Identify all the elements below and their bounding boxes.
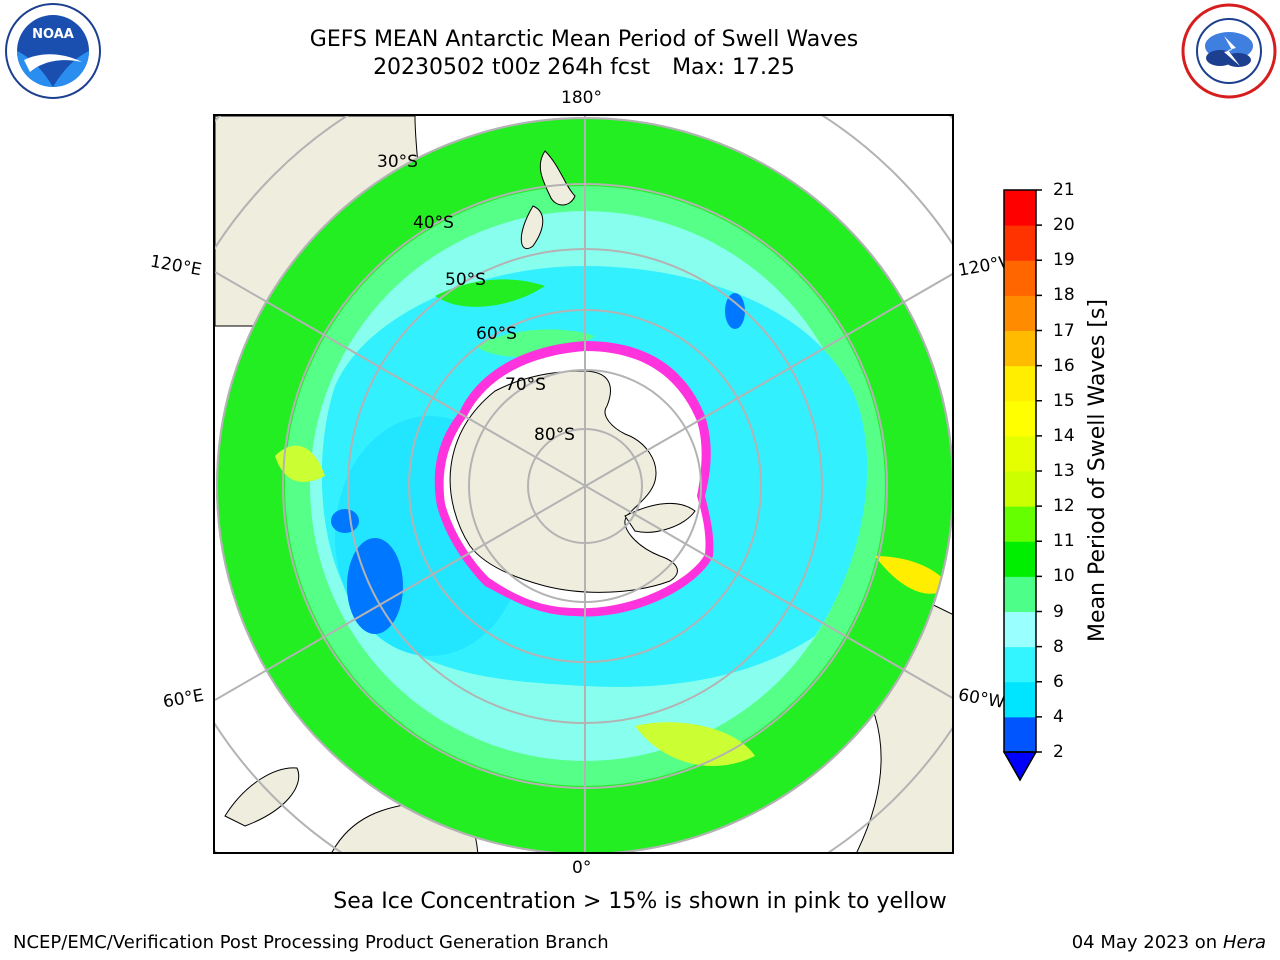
colorbar-tick-label: 4 bbox=[1053, 706, 1064, 727]
colorbar bbox=[1002, 189, 1042, 782]
lat-label-30s: 30°S bbox=[377, 152, 418, 172]
branch-credit: NCEP/EMC/Verification Post Processing Pr… bbox=[13, 932, 609, 953]
land-new-zealand bbox=[539, 150, 576, 206]
colorbar-tick-label: 8 bbox=[1053, 636, 1064, 657]
colorbar-tick-label: 18 bbox=[1053, 285, 1075, 306]
colorbar-tick-label: 20 bbox=[1053, 215, 1075, 236]
colorbar-tick-label: 12 bbox=[1053, 496, 1075, 517]
colorbar-tick-label: 14 bbox=[1053, 425, 1075, 446]
colorbar-segment bbox=[1004, 260, 1036, 296]
colorbar-segment bbox=[1004, 471, 1036, 507]
colorbar-segment bbox=[1004, 681, 1036, 718]
colorbar-segment bbox=[1004, 365, 1036, 402]
colorbar-tick-label: 10 bbox=[1053, 566, 1075, 587]
polar-map: 30°S 40°S 50°S 60°S 70°S 80°S bbox=[213, 114, 954, 854]
colorbar-tick-label: 9 bbox=[1053, 601, 1064, 622]
lat-label-80s: 80°S bbox=[534, 425, 575, 445]
colorbar-label: Mean Period of Swell Waves [s] bbox=[1084, 298, 1110, 642]
colorbar-tick-label: 17 bbox=[1053, 320, 1075, 341]
lat-label-70s: 70°S bbox=[505, 375, 546, 395]
land-madagascar bbox=[224, 767, 300, 827]
noaa-logo-icon: NOAA bbox=[5, 3, 101, 99]
longitude-gridlines bbox=[215, 116, 952, 852]
lat-label-40s: 40°S bbox=[413, 213, 454, 233]
colorbar-segment bbox=[1004, 646, 1036, 683]
nws-logo-icon bbox=[1181, 3, 1277, 99]
forecast-run: 20230502 t00z 264h fcst bbox=[373, 55, 651, 80]
colorbar-segment bbox=[1004, 190, 1036, 226]
polar-map-canvas bbox=[215, 116, 952, 852]
lon-label-180: 180° bbox=[561, 88, 602, 108]
land-antarctica bbox=[449, 370, 678, 593]
colorbar-segment bbox=[1004, 611, 1036, 648]
colorbar-segment bbox=[1004, 506, 1036, 542]
colorbar-tick-label: 16 bbox=[1053, 355, 1075, 376]
lon-label-0: 0° bbox=[572, 858, 592, 878]
land-new-zealand-south bbox=[520, 205, 544, 249]
map-boundary-circle bbox=[216, 117, 952, 852]
colorbar-segment bbox=[1004, 225, 1036, 261]
colorbar-segment bbox=[1004, 295, 1036, 331]
colorbar-tick-label: 19 bbox=[1053, 250, 1075, 271]
colorbar-tick-label: 11 bbox=[1053, 531, 1075, 552]
colorbar-segment bbox=[1004, 541, 1036, 577]
machine-name: Hera bbox=[1222, 932, 1266, 953]
land-antarctic-peninsula bbox=[624, 502, 696, 533]
lat-label-60s: 60°S bbox=[476, 324, 517, 344]
colorbar-tick-label: 15 bbox=[1053, 390, 1075, 411]
colorbar-tick-label: 2 bbox=[1053, 742, 1064, 762]
noaa-logo-text: NOAA bbox=[32, 27, 74, 42]
issue-date-text: 04 May 2023 on bbox=[1071, 932, 1218, 953]
colorbar-segment bbox=[1004, 400, 1036, 437]
issue-date: 04 May 2023 on Hera bbox=[1072, 932, 1266, 953]
lat-label-50s: 50°S bbox=[445, 270, 486, 290]
colorbar-segment bbox=[1004, 716, 1036, 753]
colorbar-tick-label: 6 bbox=[1053, 671, 1064, 692]
colorbar-extend-triangle bbox=[1002, 751, 1038, 782]
colorbar-segment bbox=[1004, 330, 1036, 367]
colorbar-tick-label: 13 bbox=[1053, 461, 1075, 481]
lon-label-120e: 120°E bbox=[148, 251, 204, 281]
map-subtitle: 20230502 t00z 264h fcst Max: 17.25 bbox=[214, 54, 954, 82]
max-value: Max: 17.25 bbox=[672, 55, 795, 80]
colorbar-segment bbox=[1004, 576, 1036, 612]
lon-label-60e: 60°E bbox=[161, 685, 206, 713]
map-title: GEFS MEAN Antarctic Mean Period of Swell… bbox=[309, 27, 859, 52]
colorbar-segment bbox=[1004, 435, 1036, 472]
sea-ice-note: Sea Ice Concentration > 15% is shown in … bbox=[333, 889, 947, 914]
colorbar-tick-label: 21 bbox=[1053, 180, 1075, 200]
